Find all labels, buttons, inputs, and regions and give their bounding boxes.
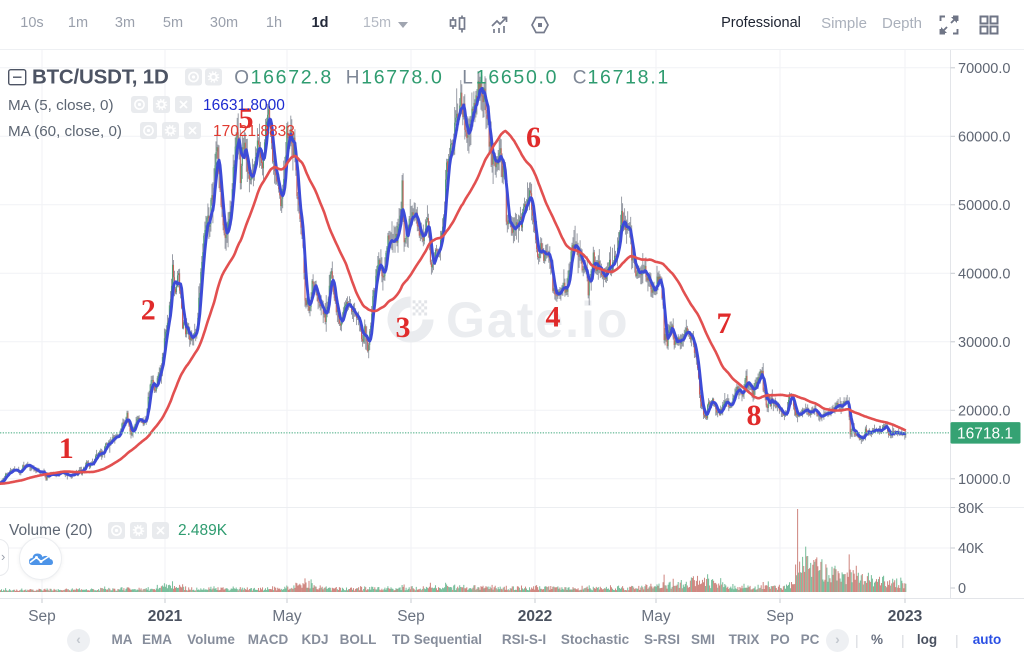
svg-text:2022: 2022 bbox=[518, 608, 552, 625]
svg-text:16778.0: 16778.0 bbox=[361, 67, 443, 89]
svg-text:L: L bbox=[462, 68, 473, 89]
svg-text:16718.1: 16718.1 bbox=[588, 67, 670, 89]
svg-text:May: May bbox=[641, 608, 671, 625]
svg-text:20000.0: 20000.0 bbox=[958, 404, 1010, 420]
svg-text:2.489K: 2.489K bbox=[178, 522, 228, 539]
svg-text:2: 2 bbox=[141, 294, 156, 327]
svg-text:Sep: Sep bbox=[397, 608, 425, 625]
svg-text:80K: 80K bbox=[958, 501, 984, 517]
svg-text:30000.0: 30000.0 bbox=[958, 335, 1010, 351]
svg-text:Gate.io: Gate.io bbox=[446, 292, 629, 348]
svg-text:16718.1: 16718.1 bbox=[957, 425, 1013, 442]
svg-text:16631.8000: 16631.8000 bbox=[203, 97, 285, 114]
svg-text:May: May bbox=[272, 608, 302, 625]
svg-text:Volume (20): Volume (20) bbox=[9, 522, 93, 539]
svg-text:6: 6 bbox=[526, 121, 541, 154]
svg-text:O: O bbox=[234, 68, 249, 89]
svg-text:40000.0: 40000.0 bbox=[958, 267, 1010, 283]
svg-text:5: 5 bbox=[239, 102, 254, 135]
svg-text:8: 8 bbox=[747, 399, 762, 432]
svg-text:2021: 2021 bbox=[148, 608, 183, 625]
svg-text:H: H bbox=[346, 68, 360, 89]
svg-text:3: 3 bbox=[396, 311, 411, 344]
svg-text:40K: 40K bbox=[958, 541, 984, 557]
svg-text:16672.8: 16672.8 bbox=[251, 67, 333, 89]
svg-text:2023: 2023 bbox=[888, 608, 923, 625]
svg-text:MA (5, close, 0): MA (5, close, 0) bbox=[8, 97, 114, 114]
svg-text:0: 0 bbox=[958, 581, 966, 597]
svg-text:Sep: Sep bbox=[28, 608, 56, 625]
svg-text:BTC/USDT, 1D: BTC/USDT, 1D bbox=[32, 66, 169, 89]
svg-text:Sep: Sep bbox=[766, 608, 794, 625]
svg-text:17021.8833: 17021.8833 bbox=[213, 123, 295, 140]
svg-text:4: 4 bbox=[546, 301, 561, 334]
svg-text:10000.0: 10000.0 bbox=[958, 472, 1010, 488]
svg-text:C: C bbox=[573, 68, 587, 89]
svg-text:7: 7 bbox=[717, 307, 732, 340]
svg-text:MA (60, close, 0): MA (60, close, 0) bbox=[8, 123, 122, 140]
svg-text:60000.0: 60000.0 bbox=[958, 130, 1010, 146]
svg-text:70000.0: 70000.0 bbox=[958, 61, 1010, 77]
svg-text:1: 1 bbox=[59, 432, 74, 465]
svg-text:16650.0: 16650.0 bbox=[476, 67, 558, 89]
svg-text:50000.0: 50000.0 bbox=[958, 198, 1010, 214]
